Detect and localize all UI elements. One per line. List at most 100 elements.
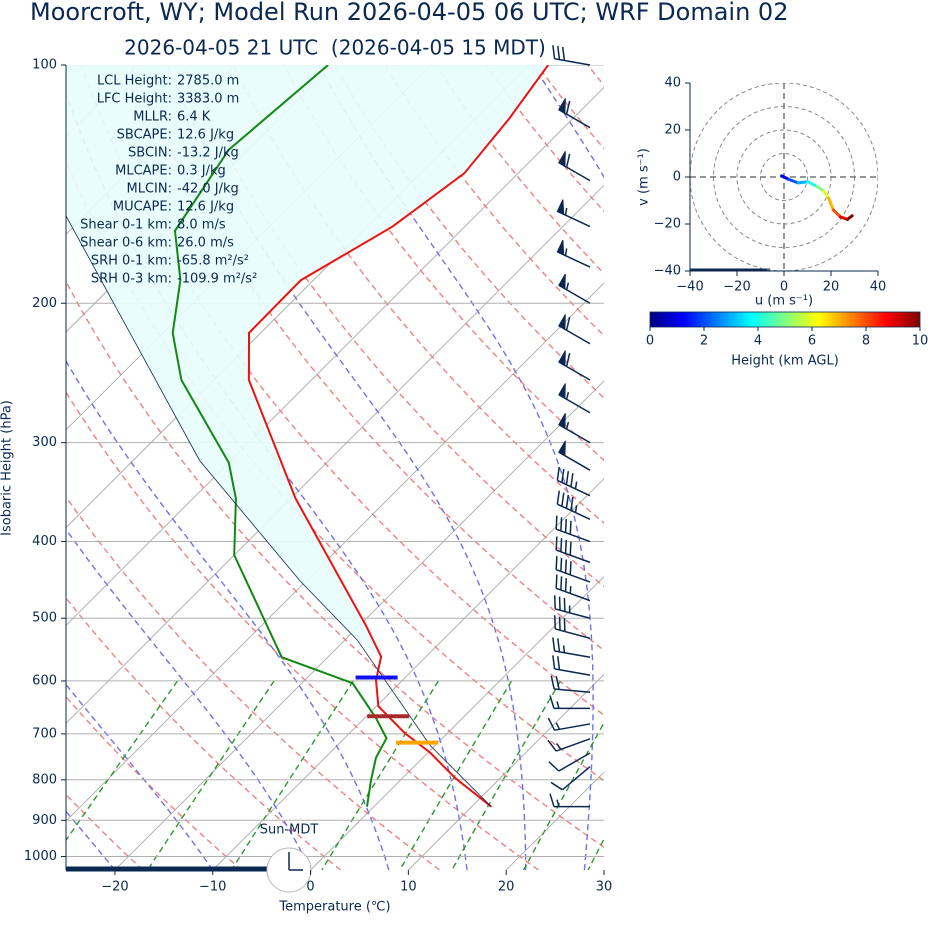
y-tick-label: −40 — [654, 264, 681, 279]
wind-barb — [553, 615, 591, 640]
y-tick-label: 100 — [32, 58, 57, 73]
mixing-ratio-line — [587, 837, 604, 870]
parcel-profile — [66, 214, 492, 807]
colorbar-tick-label: 6 — [808, 334, 816, 349]
wind-barb — [558, 440, 591, 471]
colorbar — [649, 311, 921, 328]
wind-barb — [558, 413, 591, 444]
x-axis-label: u (m s⁻¹) — [755, 294, 813, 309]
barb-staff — [549, 695, 590, 710]
mixing-ratio-line — [321, 680, 439, 870]
dry-adiabat — [66, 280, 604, 849]
dry-adiabat — [66, 495, 441, 870]
barb-pennant — [558, 440, 566, 457]
mixing-ratio-line — [522, 721, 604, 870]
y-tick-label: 600 — [32, 673, 57, 688]
wind-barb — [553, 595, 591, 619]
barb-pennant — [558, 98, 566, 115]
x-tick-label: 10 — [400, 880, 417, 895]
overlay: Sun-MDT 1002003004005006007008009001000−… — [24, 45, 612, 895]
y-tick-label: −20 — [654, 217, 681, 232]
hodo-segment — [806, 180, 819, 188]
mixing-ratio-line — [230, 680, 354, 870]
moist-adiabat — [532, 65, 604, 179]
annotation-label: MLCIN: — [127, 182, 172, 197]
annotation-label: SRH 0-1 km: — [91, 254, 172, 269]
barb-staff — [548, 752, 591, 772]
y-tick-label: 400 — [32, 534, 57, 549]
x-tick-label: −20 — [723, 280, 750, 295]
chart-subtitle: 2026-04-05 21 UTC (2026-04-05 15 MDT) — [124, 36, 546, 60]
annotation-label: MLCAPE: — [115, 164, 172, 179]
hodo-plot — [690, 83, 878, 271]
wind-barb — [552, 637, 591, 658]
hodo-segment — [827, 196, 835, 212]
isotherm — [408, 673, 604, 870]
annotation-label: MLLR: — [133, 110, 172, 125]
colorbar-tick-label: 2 — [700, 334, 708, 349]
colorbar-tick-label: 8 — [862, 334, 870, 349]
annotation-label: SBCAPE: — [117, 128, 172, 143]
hodo-segment — [831, 208, 842, 219]
isotherm — [114, 380, 604, 870]
barb-staff — [552, 655, 591, 676]
isotherm — [212, 478, 604, 870]
wind-barb — [558, 273, 591, 304]
y-tick-label: 1000 — [24, 849, 57, 864]
barb-pennant — [558, 383, 566, 400]
barb-staff — [555, 536, 591, 564]
wind-barb — [549, 793, 590, 808]
y-tick-label: 40 — [664, 76, 681, 91]
wind-barb — [555, 536, 591, 564]
moist-adiabat — [66, 91, 468, 870]
annotation-value: -42.0 J/kg — [177, 182, 239, 197]
wind-barb — [549, 695, 590, 710]
barb-staff — [553, 595, 591, 619]
x-tick-label: 0 — [306, 880, 314, 895]
wind-barb — [547, 738, 591, 752]
dry-adiabat — [66, 597, 342, 870]
x-tick-label: −10 — [199, 880, 226, 895]
y-axis-label: v (m s⁻¹) — [637, 148, 652, 206]
y-tick-label: 20 — [664, 123, 681, 138]
annotation-label: SBCIN: — [128, 146, 172, 161]
isotherm — [66, 184, 604, 724]
barb-staff — [552, 637, 591, 658]
wind-barb — [550, 675, 591, 693]
hodo-segment — [796, 180, 809, 185]
mixing-ratio-line — [66, 680, 179, 842]
annotation-value: 12.6 J/kg — [177, 200, 234, 215]
annotation-value: 12.6 J/kg — [177, 128, 234, 143]
x-tick-label: −40 — [676, 280, 703, 295]
isotherm — [603, 869, 604, 870]
x-tick-label: −20 — [101, 880, 128, 895]
dry-adiabat — [333, 65, 604, 399]
annotation-value: 2785.0 m — [177, 74, 239, 89]
barb-pennant — [558, 314, 566, 331]
wind-barb — [555, 556, 591, 583]
wind-barb — [556, 466, 591, 497]
wind-barb — [558, 151, 591, 182]
colorbar-tick-label: 4 — [754, 334, 762, 349]
wind-barb — [555, 574, 591, 602]
y-tick-label: 300 — [32, 435, 57, 450]
barb-staff — [555, 574, 591, 602]
profile-line — [171, 65, 388, 807]
x-tick-label: 40 — [870, 280, 887, 295]
wind-barb — [558, 98, 591, 129]
barb-staff — [553, 615, 591, 640]
wind-barb — [556, 239, 591, 268]
barb-staff — [556, 466, 591, 497]
dry-adiabat — [66, 158, 604, 782]
chart-title: Moorcroft, WY; Model Run 2026-04-05 06 U… — [30, 0, 788, 26]
barb-staff — [549, 793, 590, 808]
colorbar-label: Height (km AGL) — [731, 354, 839, 369]
annotation-label: LFC Height: — [97, 92, 172, 107]
wind-barb — [548, 752, 591, 772]
moist-adiabat — [66, 528, 312, 870]
cin-fill — [66, 65, 549, 657]
isotherm — [310, 575, 604, 870]
dry-adiabat — [282, 65, 604, 462]
plot-data — [66, 65, 550, 808]
